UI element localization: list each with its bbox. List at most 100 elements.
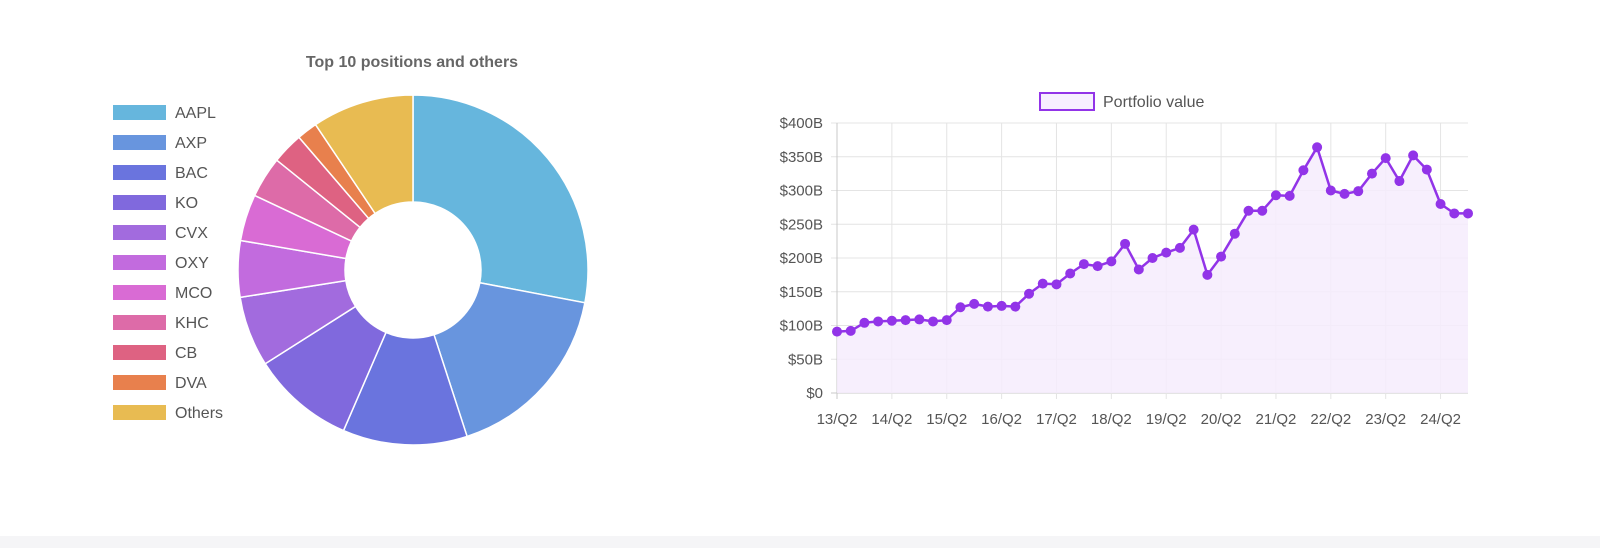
legend-swatch-aapl: [113, 105, 166, 120]
legend-label-mco[interactable]: MCO: [175, 285, 212, 302]
portfolio-value-point[interactable]: [1408, 150, 1419, 161]
legend-label-bac[interactable]: BAC: [175, 165, 208, 182]
portfolio-value-points: [832, 142, 1473, 337]
portfolio-value-point[interactable]: [955, 302, 966, 313]
legend-swatch-oxy: [113, 255, 166, 270]
y-tick-label: $50B: [788, 351, 823, 368]
legend-label-cvx[interactable]: CVX: [175, 225, 208, 242]
portfolio-value-point[interactable]: [1312, 142, 1323, 153]
portfolio-value-point[interactable]: [832, 326, 842, 337]
y-tick-label: $100B: [780, 318, 823, 335]
donut-legend: AAPL AXP BAC KO CVX OXY MCO KHC CB DVA Others: [113, 105, 223, 422]
portfolio-value-point[interactable]: [1202, 269, 1213, 280]
y-tick-label: $400B: [780, 115, 823, 132]
portfolio-value-point[interactable]: [1051, 279, 1062, 290]
donut-slice-aapl[interactable]: [412, 94, 589, 304]
portfolio-value-point[interactable]: [1449, 208, 1460, 219]
y-tick-label: $200B: [780, 250, 823, 267]
portfolio-value-area: [837, 147, 1468, 393]
portfolio-value-point[interactable]: [1298, 165, 1309, 176]
portfolio-value-point[interactable]: [1147, 253, 1158, 263]
portfolio-value-point[interactable]: [886, 315, 897, 326]
legend-label-ko[interactable]: KO: [175, 195, 198, 212]
x-tick-label: 13/Q2: [817, 411, 858, 428]
portfolio-value-point[interactable]: [1380, 153, 1391, 164]
x-tick-label: 20/Q2: [1201, 411, 1242, 428]
legend-swatch-axp: [113, 135, 166, 150]
legend-label-aapl[interactable]: AAPL: [175, 105, 216, 122]
line-legend-swatch: [1039, 92, 1095, 111]
legend-label-khc[interactable]: KHC: [175, 315, 209, 332]
legend-swatch-others: [113, 405, 166, 420]
portfolio-value-point[interactable]: [1284, 190, 1295, 201]
portfolio-value-point[interactable]: [996, 300, 1007, 311]
portfolio-value-point[interactable]: [1339, 188, 1350, 199]
portfolio-value-point[interactable]: [1325, 185, 1336, 196]
donut-slice-axp[interactable]: [433, 281, 586, 438]
portfolio-value-point[interactable]: [1435, 199, 1446, 209]
portfolio-value-point[interactable]: [845, 325, 856, 336]
portfolio-value-point[interactable]: [1421, 164, 1432, 175]
portfolio-value-point[interactable]: [928, 316, 939, 327]
y-tick-label: $350B: [780, 149, 823, 166]
portfolio-value-point[interactable]: [941, 315, 952, 326]
legend-label-oxy[interactable]: OXY: [175, 255, 209, 272]
portfolio-value-point[interactable]: [1270, 190, 1281, 201]
portfolio-value-line-chart: Portfolio value $0 $50B $100B $150B $200B $25…: [780, 92, 1473, 428]
portfolio-value-point[interactable]: [900, 315, 911, 326]
portfolio-value-point[interactable]: [1024, 288, 1035, 299]
portfolio-value-point[interactable]: [1229, 228, 1240, 239]
legend-swatch-dva: [113, 375, 166, 390]
portfolio-value-point[interactable]: [1243, 205, 1254, 216]
portfolio-value-point[interactable]: [1353, 186, 1364, 197]
portfolio-value-point[interactable]: [1216, 251, 1227, 262]
top-positions-donut-chart: Top 10 positions and others AAPL AXP BAC KO…: [113, 54, 589, 446]
portfolio-value-point[interactable]: [1065, 268, 1076, 279]
portfolio-value-point[interactable]: [1106, 256, 1117, 267]
x-tick-label: 21/Q2: [1256, 411, 1297, 428]
portfolio-value-point[interactable]: [1092, 261, 1103, 272]
portfolio-value-point[interactable]: [982, 301, 993, 312]
portfolio-value-point[interactable]: [1010, 301, 1021, 312]
portfolio-value-point[interactable]: [873, 316, 884, 327]
portfolio-value-point[interactable]: [1037, 278, 1048, 289]
x-tick-label: 17/Q2: [1036, 411, 1077, 428]
y-tick-label: $0: [806, 385, 823, 402]
portfolio-value-point[interactable]: [1133, 264, 1144, 275]
legend-swatch-ko: [113, 195, 166, 210]
donut-slice-others[interactable]: [314, 94, 414, 215]
portfolio-value-point[interactable]: [969, 298, 980, 309]
portfolio-value-point[interactable]: [1174, 242, 1185, 253]
legend-label-dva[interactable]: DVA: [175, 375, 207, 392]
portfolio-value-point[interactable]: [914, 314, 925, 325]
portfolio-value-point[interactable]: [1463, 208, 1473, 219]
portfolio-value-point[interactable]: [1257, 205, 1268, 216]
legend-swatch-cvx: [113, 225, 166, 240]
portfolio-value-point[interactable]: [1366, 168, 1377, 179]
legend-label-cb[interactable]: CB: [175, 345, 197, 362]
portfolio-value-point[interactable]: [1078, 259, 1089, 270]
portfolio-value-point[interactable]: [1394, 176, 1405, 187]
legend-swatch-cb: [113, 345, 166, 360]
y-tick-label: $250B: [780, 216, 823, 233]
portfolio-value-point[interactable]: [1161, 247, 1172, 258]
x-tick-label: 23/Q2: [1365, 411, 1406, 428]
x-tick-label: 22/Q2: [1310, 411, 1351, 428]
legend-label-axp[interactable]: AXP: [175, 135, 207, 152]
x-tick-label: 14/Q2: [871, 411, 912, 428]
legend-swatch-bac: [113, 165, 166, 180]
portfolio-value-point[interactable]: [1188, 224, 1199, 235]
portfolio-value-point[interactable]: [1120, 238, 1131, 249]
x-tick-label: 15/Q2: [926, 411, 967, 428]
legend-swatch-mco: [113, 285, 166, 300]
legend-label-others[interactable]: Others: [175, 405, 223, 422]
x-tick-label: 16/Q2: [981, 411, 1022, 428]
page-footer-bar: [0, 536, 1600, 548]
portfolio-value-point[interactable]: [859, 317, 870, 328]
y-tick-label: $300B: [780, 183, 823, 200]
y-tick-label: $150B: [780, 284, 823, 301]
x-tick-label: 24/Q2: [1420, 411, 1461, 428]
line-legend-label: Portfolio value: [1103, 94, 1204, 111]
line-legend: Portfolio value: [1039, 92, 1204, 111]
x-tick-label: 19/Q2: [1146, 411, 1187, 428]
